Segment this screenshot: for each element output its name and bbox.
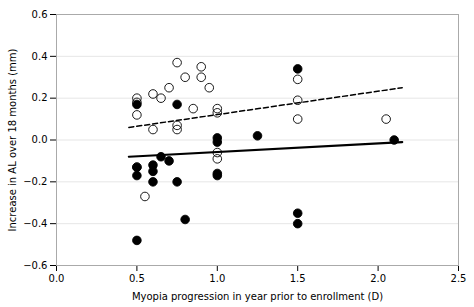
svg-text:0.5: 0.5 <box>129 273 145 284</box>
svg-text:Increase in AL over 18 months: Increase in AL over 18 months (mm) <box>7 48 18 231</box>
svg-text:−0.4: −0.4 <box>23 218 47 229</box>
svg-text:2.5: 2.5 <box>451 273 467 284</box>
svg-text:Myopia progression in year pri: Myopia progression in year prior to enro… <box>132 291 383 302</box>
svg-text:1.0: 1.0 <box>209 273 225 284</box>
svg-text:−0.2: −0.2 <box>23 176 47 187</box>
svg-text:0.6: 0.6 <box>32 9 48 20</box>
svg-text:0.4: 0.4 <box>32 51 48 62</box>
svg-text:0.0: 0.0 <box>49 273 65 284</box>
svg-text:1.5: 1.5 <box>290 273 306 284</box>
svg-text:−0.6: −0.6 <box>23 260 47 271</box>
svg-text:2.0: 2.0 <box>370 273 386 284</box>
svg-text:0.2: 0.2 <box>32 92 48 103</box>
svg-text:0.0: 0.0 <box>32 134 48 145</box>
